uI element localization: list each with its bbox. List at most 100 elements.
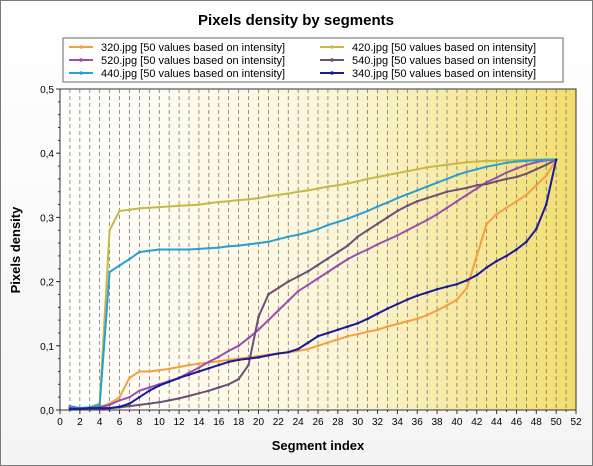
data-point xyxy=(326,341,330,344)
data-point xyxy=(495,163,498,167)
data-point xyxy=(138,403,141,407)
data-point xyxy=(376,222,379,226)
data-point xyxy=(406,298,409,301)
data-point xyxy=(336,250,340,254)
data-point xyxy=(157,205,161,209)
y-tick-label: 0,1 xyxy=(40,342,54,353)
legend-marker xyxy=(330,71,334,75)
data-point xyxy=(465,279,469,282)
y-tick-label: 0,3 xyxy=(40,213,54,224)
x-tick-label: 48 xyxy=(531,417,543,428)
data-point xyxy=(495,212,498,216)
x-tick-label: 8 xyxy=(137,417,143,428)
x-axis-label: Segment index xyxy=(272,438,365,453)
data-point xyxy=(336,328,340,332)
data-point xyxy=(237,377,240,381)
data-point xyxy=(445,190,449,194)
data-point xyxy=(366,317,369,321)
data-point xyxy=(217,386,221,389)
data-point xyxy=(485,180,488,184)
data-point xyxy=(415,223,419,227)
data-point xyxy=(128,376,131,380)
data-point xyxy=(535,227,538,231)
data-point xyxy=(157,248,161,251)
data-point xyxy=(187,371,191,375)
data-point xyxy=(465,186,469,190)
data-point xyxy=(356,252,359,256)
data-point xyxy=(296,233,300,237)
x-tick-label: 36 xyxy=(412,417,424,428)
data-point xyxy=(505,158,508,162)
data-point xyxy=(366,209,369,213)
data-point xyxy=(118,405,121,409)
data-point xyxy=(296,349,300,353)
data-point xyxy=(435,164,439,168)
legend-marker xyxy=(79,58,83,62)
data-point xyxy=(167,367,171,371)
data-point xyxy=(505,177,508,181)
data-point xyxy=(455,173,459,177)
data-point xyxy=(425,196,429,200)
series-line xyxy=(69,159,558,410)
data-point xyxy=(108,270,111,274)
legend-box xyxy=(62,37,564,83)
x-tick-label: 18 xyxy=(233,417,245,428)
data-point xyxy=(187,203,191,207)
data-point xyxy=(544,163,548,167)
data-point xyxy=(108,406,111,410)
chart-title: Pixels density by segments xyxy=(198,12,394,29)
data-point xyxy=(455,200,459,203)
data-point xyxy=(296,275,300,278)
data-point xyxy=(376,328,379,332)
data-point xyxy=(217,246,221,249)
legend-item: 320.jpg [50 values based on intensity] xyxy=(69,42,285,54)
data-point xyxy=(197,247,201,251)
data-point xyxy=(495,259,498,263)
data-point xyxy=(475,160,479,163)
data-point xyxy=(366,248,369,251)
data-point xyxy=(128,395,131,399)
data-point xyxy=(415,317,419,321)
data-point xyxy=(108,403,111,407)
data-point xyxy=(267,194,270,198)
x-tick-label: 22 xyxy=(273,417,285,428)
data-point xyxy=(415,200,419,203)
data-point xyxy=(505,171,508,174)
data-point xyxy=(277,309,280,312)
data-point xyxy=(197,392,201,395)
series-line xyxy=(69,158,557,410)
data-point xyxy=(515,167,518,170)
data-point xyxy=(386,173,389,177)
data-point xyxy=(118,209,121,213)
data-point xyxy=(356,213,359,217)
data-point xyxy=(346,182,350,185)
data-point xyxy=(346,257,350,261)
data-point xyxy=(515,175,518,179)
data-point xyxy=(267,318,270,322)
data-point xyxy=(157,400,161,404)
data-point xyxy=(296,190,300,194)
data-point xyxy=(257,315,260,319)
data-point xyxy=(247,336,250,340)
data-point xyxy=(138,389,141,393)
data-point xyxy=(326,223,330,227)
data-point xyxy=(207,201,211,205)
data-point xyxy=(455,188,459,192)
data-point xyxy=(157,368,161,372)
data-point xyxy=(257,328,260,332)
data-point xyxy=(247,357,250,360)
data-point xyxy=(247,363,250,367)
data-point xyxy=(247,243,250,246)
data-point xyxy=(455,298,459,301)
x-tick-label: 42 xyxy=(471,417,483,428)
data-point xyxy=(515,248,518,251)
data-point xyxy=(386,216,389,219)
series xyxy=(68,158,558,410)
legend-label: 520.jpg [50 values based on intensity] xyxy=(101,55,285,67)
data-point xyxy=(98,406,101,410)
data-point xyxy=(277,352,280,355)
x-tick-label: 4 xyxy=(97,417,103,428)
data-point xyxy=(306,189,310,192)
legend-item: 540.jpg [50 values based on intensity] xyxy=(320,55,536,67)
legend-item: 420.jpg [50 values based on intensity] xyxy=(320,42,536,54)
